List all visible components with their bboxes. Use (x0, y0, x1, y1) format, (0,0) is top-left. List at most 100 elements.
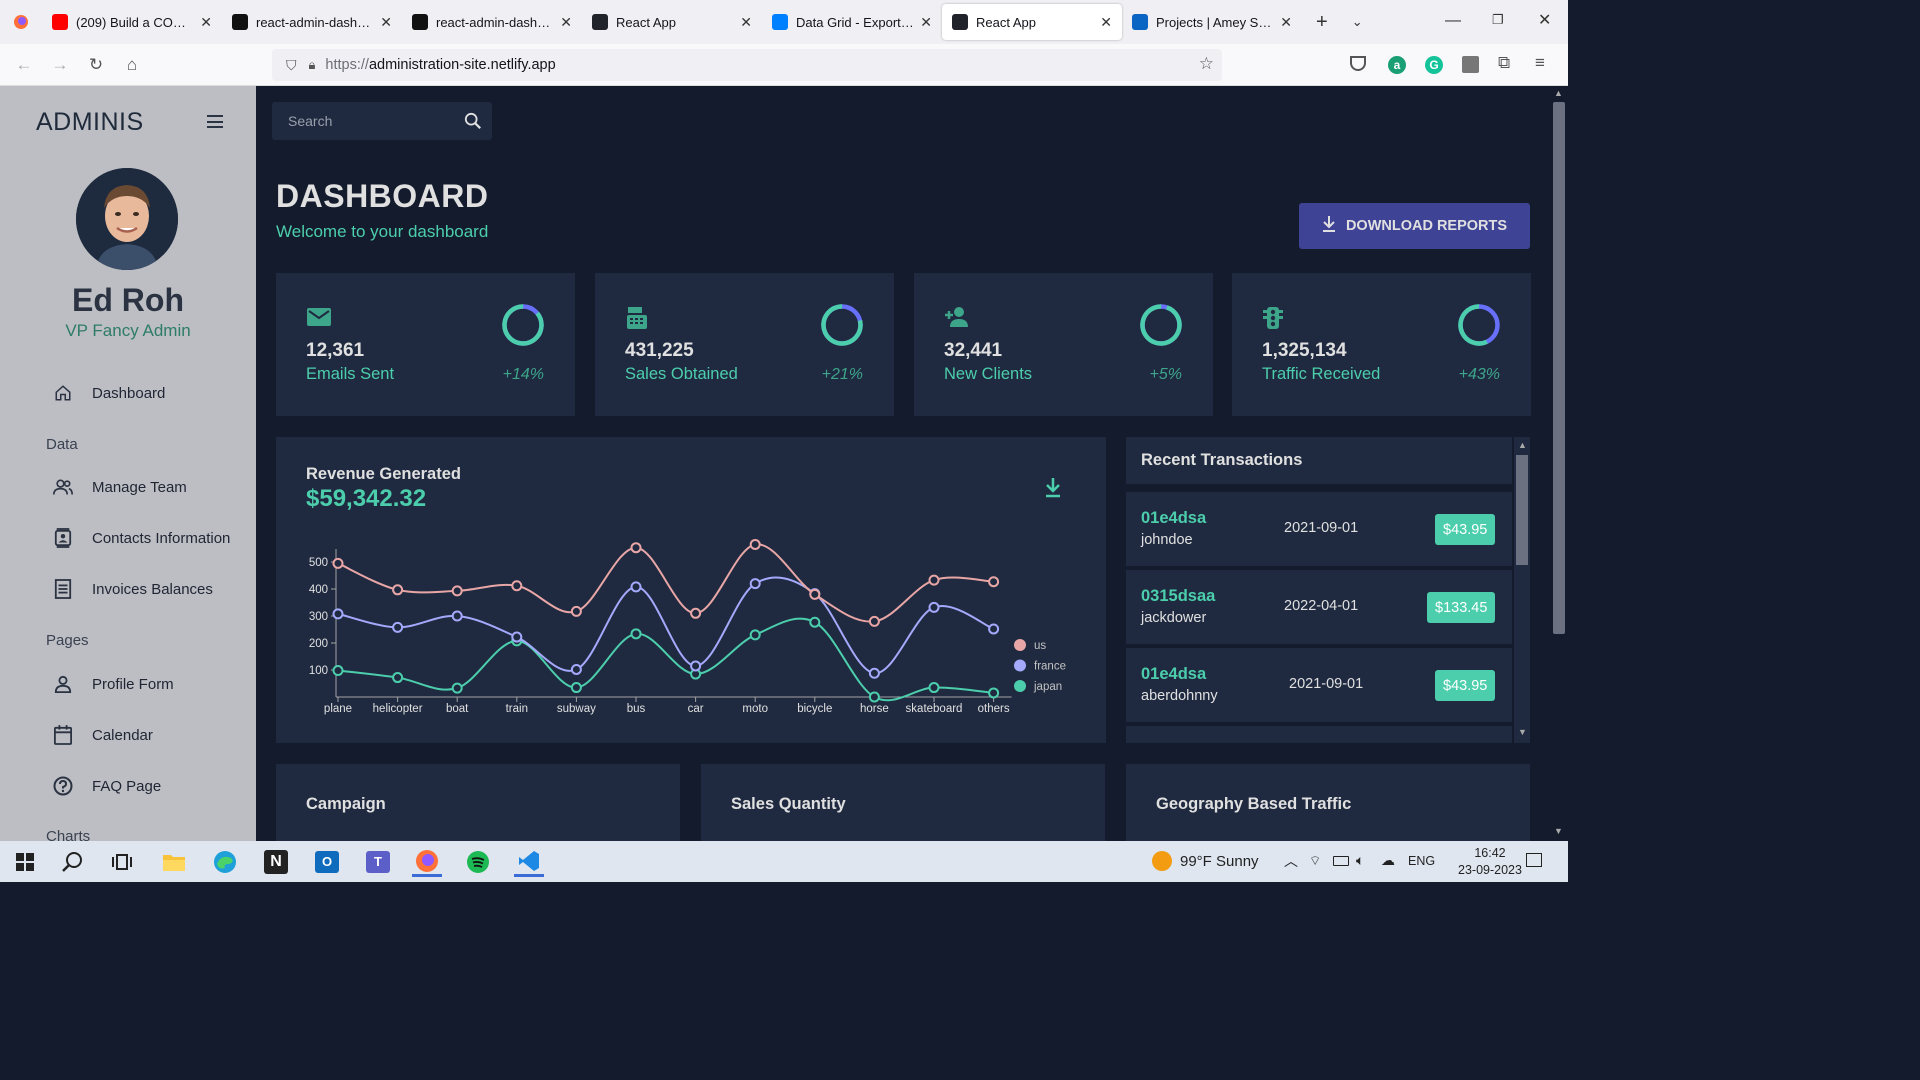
y-tick-label: 300 (309, 611, 328, 623)
weather-widget[interactable]: 99°F Sunny (1152, 851, 1259, 871)
sidebar-item-dashboard[interactable]: Dashboard (52, 382, 165, 404)
sidebar-item-calendar[interactable]: Calendar (52, 724, 153, 746)
progress-arc (1140, 304, 1182, 346)
campaign-panel: Campaign (276, 764, 680, 844)
sidebar-item-label: Invoices Balances (92, 580, 213, 598)
firefox-taskbar-icon[interactable] (412, 847, 442, 877)
language-indicator[interactable]: ENG (1408, 854, 1436, 868)
react-icon (952, 14, 968, 30)
github-icon (232, 14, 248, 30)
scrollbar-thumb[interactable] (1553, 102, 1565, 634)
progress-circle (1458, 304, 1500, 346)
menu-toggle-icon[interactable] (207, 115, 223, 132)
extensions-puzzle-icon[interactable]: ⧉ (1498, 53, 1511, 72)
tab-title: react-admin-dashboard (256, 14, 374, 30)
close-tab-icon[interactable]: ✕ (920, 13, 932, 30)
close-tab-icon[interactable]: ✕ (200, 13, 212, 30)
progress-circle (821, 304, 863, 346)
x-tick-label: car (688, 703, 704, 715)
windows-start-icon[interactable] (10, 847, 40, 877)
scroll-down-icon[interactable]: ▼ (1518, 727, 1527, 737)
file-explorer-icon[interactable] (159, 847, 189, 877)
browser-tab[interactable]: react-admin-dashboard ✕ (222, 4, 402, 40)
reload-icon[interactable]: ↻ (88, 54, 104, 74)
browser-tab[interactable]: Data Grid - Export - MUI ✕ (762, 4, 942, 40)
sidebar-item-faq[interactable]: FAQ Page (52, 775, 161, 797)
new-tab-button[interactable]: + (1316, 10, 1328, 33)
browser-tab[interactable]: React App ✕ (942, 4, 1122, 40)
shield-icon[interactable]: ⛉ (286, 56, 297, 73)
sidebar-item-profile-form[interactable]: Profile Form (52, 673, 174, 695)
browser-tab[interactable]: Projects | Amey Shinde ✕ (1122, 4, 1302, 40)
scroll-down-icon[interactable]: ▼ (1554, 826, 1563, 836)
search-input[interactable]: Search (288, 113, 333, 129)
address-bar[interactable]: ⛉ 🔒︎ https://administration-site.netlify… (272, 49, 1222, 81)
scroll-up-icon[interactable]: ▲ (1554, 88, 1563, 98)
stat-label: Traffic Received (1262, 365, 1381, 383)
outlook-icon[interactable]: O (312, 847, 342, 877)
notion-icon[interactable]: N (261, 847, 291, 877)
search-icon[interactable] (464, 112, 482, 133)
data-point-japan (332, 665, 344, 677)
amazon-extension-icon[interactable]: a (1388, 56, 1406, 74)
close-window-button[interactable]: ✕ (1538, 12, 1552, 29)
data-point-us (868, 615, 880, 627)
sidebar: ADMINIS Ed Roh VP Fancy Admin Dashboard … (0, 86, 256, 841)
app-menu-icon[interactable]: ≡ (1535, 53, 1545, 72)
download-reports-button[interactable]: DOWNLOAD REPORTS (1299, 203, 1530, 249)
restore-button[interactable]: ❐ (1492, 12, 1504, 27)
spotify-icon[interactable] (463, 847, 493, 877)
search-box[interactable]: Search (272, 102, 492, 140)
download-chart-icon[interactable] (1044, 477, 1062, 504)
teams-icon[interactable]: T (363, 847, 393, 877)
volume-icon[interactable]: 🔈︎ (1356, 852, 1365, 868)
page-scrollbar[interactable]: ▲ ▼ (1550, 86, 1568, 841)
pocket-icon[interactable] (1350, 56, 1366, 71)
youtube-icon (52, 14, 68, 30)
search-taskbar-icon[interactable] (58, 847, 88, 877)
progress-circle (1140, 304, 1182, 346)
extension-icon[interactable] (1462, 56, 1479, 73)
data-point-japan (868, 691, 880, 703)
close-tab-icon[interactable]: ✕ (1280, 13, 1292, 30)
close-tab-icon[interactable]: ✕ (740, 13, 752, 30)
firefox-menu-icon[interactable] (0, 14, 42, 30)
notifications-icon[interactable] (1526, 853, 1542, 867)
scroll-up-icon[interactable]: ▲ (1518, 440, 1527, 450)
browser-tab[interactable]: (209) Build a COMPLETE React Admin Dashb… (42, 4, 222, 40)
forward-icon[interactable]: → (51, 54, 69, 74)
wifi-icon[interactable]: ⌔ (1309, 853, 1322, 868)
browser-tab[interactable]: React App ✕ (582, 4, 762, 40)
sidebar-item-contacts[interactable]: Contacts Information (52, 527, 230, 549)
back-icon[interactable]: ← (15, 54, 33, 74)
clock[interactable]: 16:42 23-09-2023 (1458, 845, 1522, 879)
series-line-japan (337, 617, 994, 702)
sidebar-item-manage-team[interactable]: Manage Team (52, 476, 187, 498)
stat-increase: +21% (821, 366, 863, 383)
transaction-row: 01e4dsa aberdohnny 2021-09-01 $43.95 (1126, 648, 1512, 722)
lock-icon[interactable]: 🔒︎ (308, 57, 316, 72)
scrollbar-thumb[interactable] (1516, 455, 1528, 565)
onedrive-icon[interactable]: ☁︎ (1381, 852, 1395, 868)
sidebar-item-invoices[interactable]: Invoices Balances (52, 578, 213, 600)
close-tab-icon[interactable]: ✕ (560, 13, 572, 30)
battery-icon[interactable] (1333, 856, 1349, 866)
legend-label: us (1034, 640, 1046, 652)
clock-date: 23-09-2023 (1458, 863, 1522, 877)
transaction-cost: $43.95 (1435, 670, 1496, 701)
transaction-date: 2021-09-01 (1284, 520, 1359, 536)
bookmark-star-icon[interactable]: ☆ (1198, 54, 1214, 73)
browser-tab[interactable]: react-admin-dashboard ✕ (402, 4, 582, 40)
close-tab-icon[interactable]: ✕ (380, 13, 392, 30)
home-nav-icon[interactable]: ⌂ (126, 54, 138, 74)
task-view-icon[interactable] (107, 847, 137, 877)
x-tick-label: others (978, 703, 1010, 715)
edge-icon[interactable] (210, 847, 240, 877)
close-tab-icon[interactable]: ✕ (1100, 13, 1112, 30)
vscode-icon[interactable] (514, 847, 544, 877)
transactions-scrollbar[interactable]: ▲ ▼ (1514, 437, 1530, 743)
minimize-button[interactable]: — (1445, 12, 1461, 29)
tray-chevron-icon[interactable]: ︿ (1284, 853, 1298, 869)
grammarly-extension-icon[interactable]: G (1425, 56, 1443, 74)
tab-list-icon[interactable]: ⌄ (1351, 14, 1363, 29)
